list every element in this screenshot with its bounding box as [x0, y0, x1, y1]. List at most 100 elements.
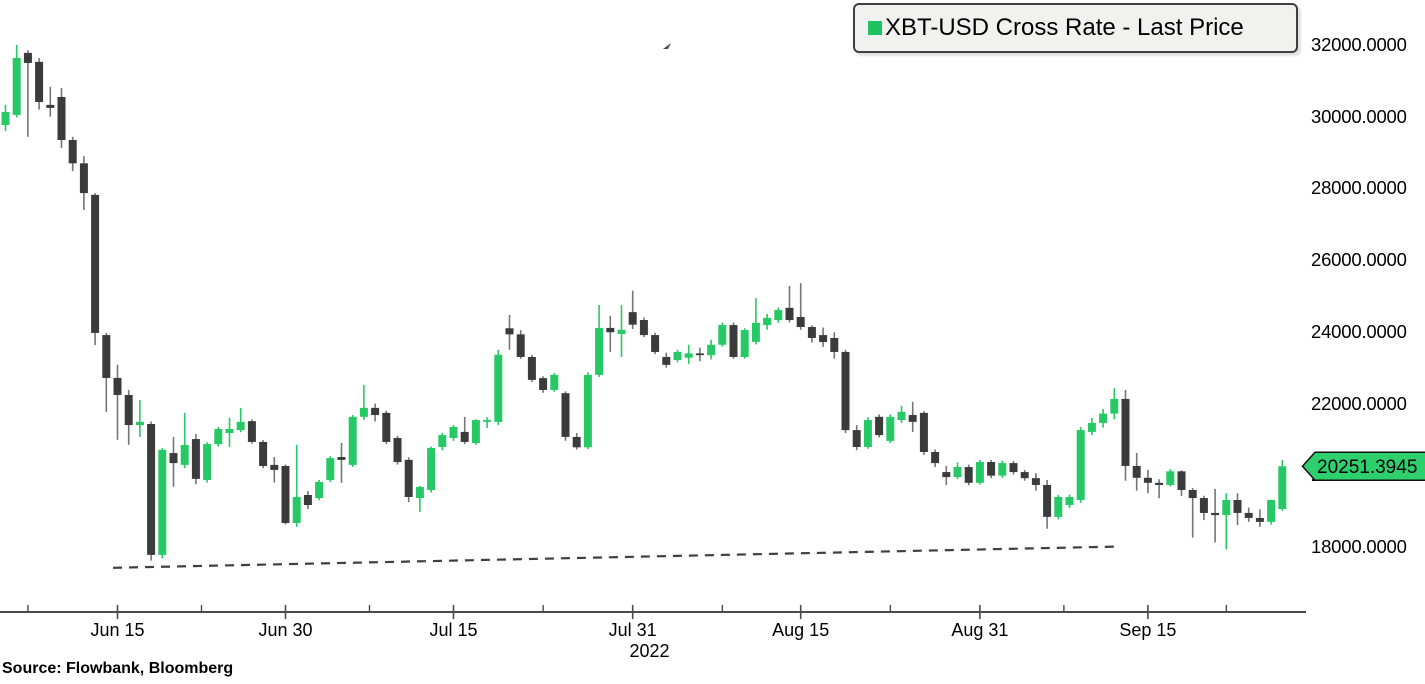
candle — [102, 332, 111, 412]
candle — [1255, 509, 1264, 527]
candle — [79, 156, 88, 210]
y-axis-tick-label: 32000.0000 — [1311, 34, 1407, 55]
candle — [807, 325, 816, 343]
x-axis-year-label: 2022 — [629, 641, 670, 661]
support-trendline — [112, 545, 1115, 569]
candle — [718, 322, 727, 347]
candle — [964, 464, 973, 486]
x-axis-tick-label: Jul 31 — [608, 620, 657, 640]
x-axis-tick-label: Aug 31 — [951, 620, 1009, 640]
candle — [505, 315, 514, 350]
candle — [1267, 499, 1276, 525]
candle — [35, 57, 44, 110]
candle — [1121, 389, 1130, 481]
candle — [494, 349, 503, 426]
candle — [438, 432, 447, 451]
last-price-tag — [1301, 451, 1425, 482]
candle — [953, 462, 962, 480]
candle — [550, 373, 559, 392]
candle — [796, 283, 805, 330]
candle — [740, 328, 749, 359]
candle — [57, 88, 66, 148]
candle — [908, 401, 917, 432]
candle — [270, 456, 279, 483]
candle — [673, 349, 682, 363]
candle — [169, 436, 178, 487]
candle — [595, 304, 604, 378]
candle — [1177, 470, 1186, 497]
candle — [572, 432, 581, 450]
candle — [259, 440, 268, 469]
candle — [774, 307, 783, 323]
legend-label: XBT-USD Cross Rate - Last Price — [885, 14, 1244, 41]
candle — [841, 349, 850, 433]
candle — [382, 410, 391, 445]
candle — [1, 104, 10, 132]
candle — [707, 339, 716, 360]
candle — [1054, 495, 1063, 520]
candle — [785, 285, 794, 323]
candle — [124, 389, 133, 445]
candle — [471, 419, 480, 445]
x-axis-tick-label: Aug 15 — [772, 620, 830, 640]
legend[interactable]: XBT-USD Cross Rate - Last Price — [853, 3, 1298, 53]
candle — [561, 391, 570, 441]
y-axis-tick-label: 24000.0000 — [1311, 320, 1407, 342]
candle — [326, 456, 335, 483]
candle — [191, 434, 200, 485]
candle — [158, 448, 167, 559]
candle — [359, 384, 368, 421]
candle — [113, 364, 122, 440]
candle — [203, 442, 212, 483]
candle — [247, 419, 256, 444]
y-axis-tick-label: 18000.0000 — [1311, 536, 1407, 557]
candle — [135, 399, 144, 437]
candle — [751, 298, 760, 345]
candle — [852, 425, 861, 451]
candle — [539, 376, 548, 393]
legend-swatch-icon — [868, 21, 882, 35]
candle — [1009, 460, 1018, 475]
candle — [1155, 479, 1164, 499]
candle — [12, 45, 21, 118]
candle — [371, 403, 380, 422]
candle — [68, 136, 77, 172]
cursor-artifact — [663, 43, 671, 49]
candle — [236, 407, 245, 433]
candle — [91, 193, 100, 346]
candle — [292, 444, 301, 527]
candle — [617, 304, 626, 357]
candle — [628, 290, 637, 329]
candle — [919, 411, 928, 455]
candle — [1099, 408, 1108, 428]
candle — [729, 322, 738, 359]
candle — [998, 460, 1007, 478]
y-axis-tick-label: 22000.0000 — [1311, 392, 1407, 414]
candle — [303, 491, 312, 509]
y-axis-tick-label: 28000.0000 — [1311, 177, 1407, 199]
candle — [1020, 469, 1029, 481]
candle — [404, 457, 413, 503]
candle — [225, 417, 234, 447]
candle — [830, 332, 839, 359]
candle — [662, 352, 671, 368]
candle — [1132, 453, 1141, 491]
candle — [348, 415, 357, 468]
candle — [1222, 493, 1231, 550]
candle — [875, 414, 884, 438]
candle — [483, 417, 492, 428]
candle — [819, 327, 828, 347]
candle — [449, 425, 458, 441]
candle — [1211, 488, 1220, 543]
candle — [763, 313, 772, 330]
candle — [23, 50, 32, 137]
candle — [886, 414, 895, 444]
candle — [516, 330, 525, 359]
candle — [583, 372, 592, 450]
candle — [315, 479, 324, 501]
candle — [942, 465, 951, 485]
candle — [527, 354, 536, 383]
last-price-value: 20251.3945 — [1317, 457, 1417, 478]
